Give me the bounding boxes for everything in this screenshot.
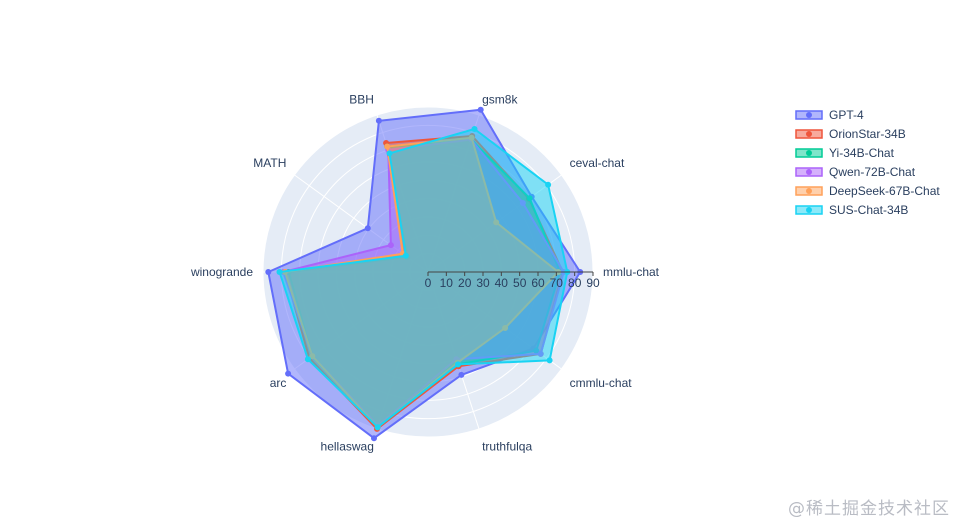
category-label-winogrande: winogrande [190, 265, 253, 279]
radial-tick-50: 50 [513, 276, 527, 290]
point-DeepSeek-67B-Chat-BBH[interactable] [384, 143, 391, 150]
radial-axis-ticks: 0 10 20 30 40 50 60 70 80 90 [425, 271, 600, 290]
legend-marker [806, 207, 812, 213]
legend-marker [806, 169, 812, 175]
point-Qwen-72B-Chat-MATH[interactable] [387, 242, 394, 249]
legend-item-SUS-Chat-34B[interactable]: SUS-Chat-34B [795, 203, 908, 217]
category-label-mmlu-chat: mmlu-chat [603, 265, 660, 279]
point-SUS-Chat-34B-ceval-chat[interactable] [545, 181, 552, 188]
point-SUS-Chat-34B-arc[interactable] [304, 356, 311, 363]
radial-tick-20: 20 [458, 276, 472, 290]
point-GPT-4-winogrande[interactable] [265, 269, 272, 275]
legend-label: GPT-4 [829, 108, 864, 122]
legend-item-DeepSeek-67B-Chat[interactable]: DeepSeek-67B-Chat [795, 184, 940, 198]
radial-tick-10: 10 [440, 276, 454, 290]
point-GPT-4-gsm8k[interactable] [477, 106, 484, 113]
point-GPT-4-arc[interactable] [285, 370, 292, 377]
point-SUS-Chat-34B-winogrande[interactable] [276, 269, 283, 275]
category-label-cmmlu-chat: cmmlu-chat [570, 376, 633, 390]
point-SUS-Chat-34B-truthfulqa[interactable] [455, 361, 461, 368]
point-GPT-4-truthfulqa[interactable] [458, 371, 465, 378]
point-GPT-4-hellaswag[interactable] [371, 435, 377, 442]
angular-axis-labels: mmlu-chat ceval-chat gsm8k BBH MATH winogrand… [190, 93, 660, 454]
category-label-BBH: BBH [349, 93, 374, 107]
legend-marker [806, 150, 812, 156]
radial-tick-80: 80 [568, 276, 582, 290]
radial-tick-40: 40 [495, 276, 509, 290]
point-SUS-Chat-34B-BBH[interactable] [386, 150, 393, 157]
legend-label: SUS-Chat-34B [829, 203, 908, 217]
radial-tick-70: 70 [550, 276, 564, 290]
legend-item-OrionStar-34B[interactable]: OrionStar-34B [795, 127, 906, 141]
legend-marker [806, 188, 812, 194]
point-GPT-4-MATH[interactable] [364, 225, 371, 232]
legend-item-GPT-4[interactable]: GPT-4 [795, 108, 864, 122]
legend-label: DeepSeek-67B-Chat [829, 184, 940, 198]
legend-label: Yi-34B-Chat [829, 146, 895, 160]
point-SUS-Chat-34B-hellaswag[interactable] [374, 424, 381, 431]
radial-tick-30: 30 [476, 276, 490, 290]
category-label-gsm8k: gsm8k [482, 93, 518, 107]
legend-marker [806, 131, 812, 137]
watermark: @稀土掘金技术社区 [788, 499, 950, 519]
legend[interactable]: GPT-4 OrionStar-34B Yi-34B-Chat Qwen-72B-Ch… [795, 108, 940, 217]
radial-tick-90: 90 [586, 276, 600, 290]
point-GPT-4-BBH[interactable] [375, 117, 382, 124]
point-SUS-Chat-34B-cmmlu-chat[interactable] [546, 357, 553, 364]
radial-tick-0: 0 [425, 276, 432, 290]
category-label-truthfulqa: truthfulqa [482, 439, 532, 453]
point-SUS-Chat-34B-gsm8k[interactable] [471, 126, 478, 132]
legend-label: OrionStar-34B [829, 127, 906, 141]
category-label-MATH: MATH [253, 156, 286, 170]
category-label-arc: arc [270, 376, 287, 390]
legend-label: Qwen-72B-Chat [829, 165, 916, 179]
category-label-ceval-chat: ceval-chat [570, 156, 625, 170]
radial-tick-60: 60 [531, 276, 545, 290]
legend-item-Yi-34B-Chat[interactable]: Yi-34B-Chat [795, 146, 895, 160]
category-label-hellaswag: hellaswag [321, 439, 374, 453]
legend-marker [806, 112, 812, 118]
legend-item-Qwen-72B-Chat[interactable]: Qwen-72B-Chat [795, 165, 916, 179]
series-layer [265, 106, 584, 442]
series-SUS-Chat-34B[interactable] [276, 126, 571, 431]
point-SUS-Chat-34B-MATH[interactable] [402, 252, 409, 259]
